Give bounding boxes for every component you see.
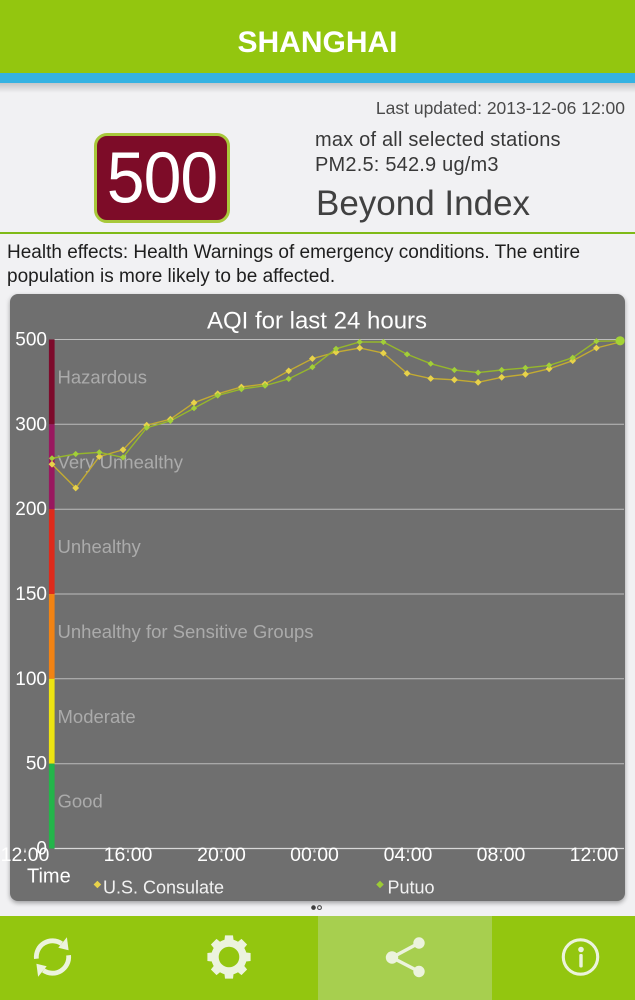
svg-text:Good: Good [58, 791, 103, 812]
svg-text:150: 150 [15, 584, 47, 605]
svg-text:Hazardous: Hazardous [58, 367, 147, 388]
svg-text:04:00: 04:00 [384, 844, 433, 866]
svg-text:Putuo: Putuo [388, 878, 435, 898]
svg-text:0: 0 [36, 839, 47, 860]
svg-text:Time: Time [27, 866, 71, 888]
svg-text:08:00: 08:00 [477, 844, 526, 866]
svg-text:Very Unhealthy: Very Unhealthy [58, 451, 184, 472]
svg-text:500: 500 [15, 330, 47, 351]
svg-text:300: 300 [15, 414, 47, 435]
svg-text:Unhealthy for Sensitive Groups: Unhealthy for Sensitive Groups [58, 621, 314, 642]
svg-text:200: 200 [15, 499, 47, 520]
svg-text:AQI for last 24 hours: AQI for last 24 hours [207, 308, 427, 335]
svg-text:20:00: 20:00 [197, 844, 246, 866]
svg-text:Unhealthy: Unhealthy [58, 536, 142, 557]
svg-text:12:00: 12:00 [1, 844, 50, 866]
svg-text:12:00: 12:00 [570, 844, 619, 866]
svg-text:U.S. Consulate: U.S. Consulate [103, 878, 224, 898]
svg-text:00:00: 00:00 [290, 844, 339, 866]
svg-text:16:00: 16:00 [104, 844, 153, 866]
svg-text:50: 50 [26, 754, 47, 775]
svg-text:Moderate: Moderate [58, 706, 136, 727]
svg-text:100: 100 [15, 669, 47, 690]
